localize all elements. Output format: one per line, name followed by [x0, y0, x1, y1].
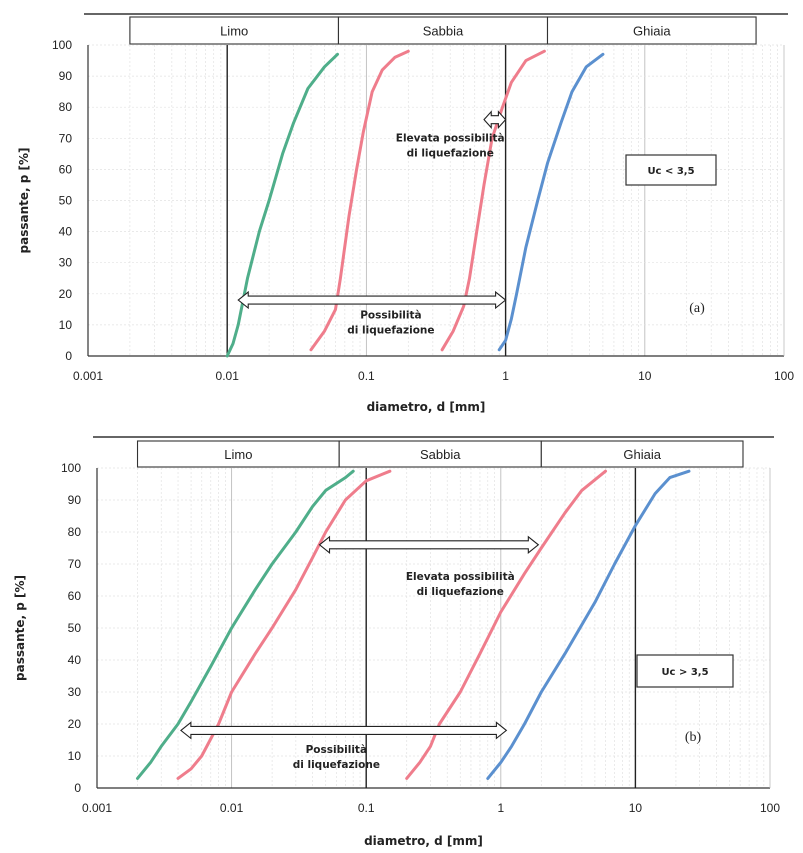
uc-box-label: Uc < 3,5 [647, 166, 694, 177]
band-ghiaia [546, 16, 757, 45]
arrow-high-liquefaction [318, 535, 540, 554]
annotation-high-liquefaction: di liquefazione [407, 147, 494, 159]
y-tick-label: 40 [68, 653, 82, 667]
arrow-liquefaction [237, 290, 507, 310]
y-axis-label: passante, p [%] [13, 575, 27, 681]
annotation-liquefaction: Possibilità [360, 310, 421, 322]
panel-label: (b) [685, 730, 702, 745]
chart-panel-a: Limo Sabbia Ghiaia 0.001 0.01 0.1 1 10 100 0 10 20 3… [17, 13, 794, 414]
y-tick-label: 40 [59, 225, 73, 239]
band-label-limo: Limo [224, 447, 252, 462]
band-label-ghiaia: Ghiaia [633, 24, 671, 39]
grading-curve-4 [497, 52, 605, 352]
y-tick-label: 20 [68, 717, 82, 731]
x-axis-label: diametro, d [mm] [364, 834, 483, 848]
y-tick-label: 70 [68, 557, 82, 571]
y-tick-label: 100 [52, 38, 72, 52]
band-label-ghiaia: Ghiaia [623, 447, 661, 462]
y-tick-label: 30 [59, 256, 73, 270]
grading-curve-4 [486, 469, 691, 780]
grading-curve-2 [176, 469, 392, 780]
x-tick-label: 10 [638, 369, 652, 383]
x-tick-label: 0.01 [216, 369, 240, 383]
y-tick-label: 0 [65, 349, 72, 363]
x-tick-label: 0.001 [73, 369, 103, 383]
x-tick-label: 0.01 [220, 801, 244, 815]
y-axis-label: passante, p [%] [17, 148, 31, 254]
arrow-liquefaction [180, 721, 508, 740]
band-ghiaia [540, 440, 744, 468]
band-label-sabbia: Sabbia [420, 447, 461, 462]
x-tick-label: 0.1 [358, 801, 375, 815]
x-tick-label: 1 [502, 369, 509, 383]
x-tick-label: 1 [497, 801, 504, 815]
band-limo [136, 440, 340, 468]
band-sabbia [337, 16, 549, 45]
annotation-liquefaction: Possibilità [306, 744, 367, 756]
x-axis-label: diametro, d [mm] [367, 400, 486, 414]
y-tick-label: 100 [61, 461, 81, 475]
band-sabbia [338, 440, 542, 468]
annotation-high-liquefaction: di liquefazione [417, 586, 504, 598]
y-tick-label: 0 [74, 781, 81, 795]
y-tick-label: 10 [68, 749, 82, 763]
band-label-limo: Limo [220, 24, 248, 39]
y-tick-label: 60 [68, 589, 82, 603]
y-tick-label: 50 [59, 194, 73, 208]
grading-curve-1 [136, 469, 355, 780]
y-tick-label: 80 [68, 525, 82, 539]
annotation-high-liquefaction: Elevata possibilità [396, 132, 505, 144]
chart-panel-b: Limo Sabbia Ghiaia 0.001 0.01 0.1 1 10 100 0 10 20 3… [13, 436, 780, 848]
uc-box [625, 154, 717, 186]
x-tick-label: 100 [760, 801, 780, 815]
x-tick-label: 0.1 [358, 369, 375, 383]
grading-curve-3 [405, 469, 607, 780]
y-tick-label: 30 [68, 685, 82, 699]
y-tick-label: 20 [59, 287, 73, 301]
uc-box-label: Uc > 3,5 [661, 667, 708, 678]
y-tick-label: 90 [68, 493, 82, 507]
y-tick-label: 80 [59, 100, 73, 114]
band-label-sabbia: Sabbia [423, 24, 464, 39]
y-tick-label: 10 [59, 318, 73, 332]
annotation-liquefaction: di liquefazione [293, 759, 380, 771]
x-tick-label: 100 [774, 369, 794, 383]
x-tick-label: 0.001 [82, 801, 112, 815]
annotation-high-liquefaction: Elevata possibilità [406, 571, 515, 583]
y-tick-label: 70 [59, 131, 73, 145]
annotation-liquefaction: di liquefazione [347, 325, 434, 337]
grading-curve-1 [225, 52, 339, 358]
grading-curve-3 [440, 49, 546, 352]
y-tick-label: 60 [59, 162, 73, 176]
y-tick-label: 90 [59, 69, 73, 83]
grading-curve-2 [309, 49, 410, 352]
panel-label: (a) [689, 301, 705, 316]
uc-box [636, 654, 734, 688]
y-tick-label: 50 [68, 621, 82, 635]
x-tick-label: 10 [629, 801, 643, 815]
arrow-high-liquefaction [483, 110, 507, 130]
